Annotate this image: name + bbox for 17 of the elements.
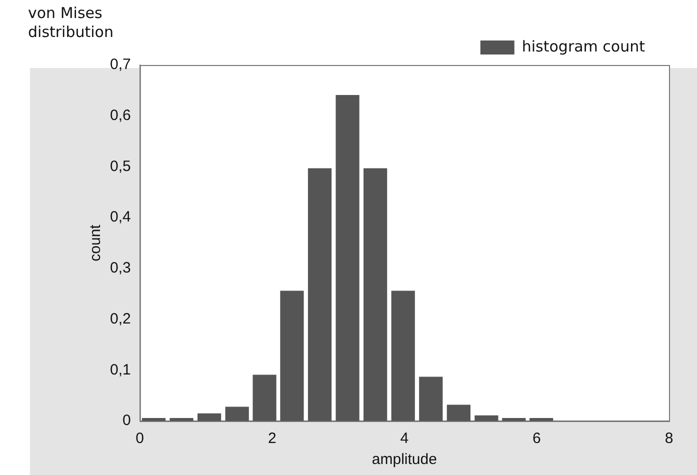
x-tick-label: 4: [400, 430, 409, 448]
x-tick-label: 2: [268, 430, 276, 448]
x-tick-label: 8: [664, 430, 674, 448]
y-tick-label: 0,4: [110, 208, 131, 226]
legend-label: histogram count: [522, 37, 646, 56]
x-tick-label: 6: [532, 430, 541, 448]
y-axis-title: count: [87, 224, 104, 262]
y-tick-label: 0,3: [110, 260, 131, 277]
y-tick-label: 0,1: [110, 361, 131, 378]
x-tick-label: 0: [136, 430, 144, 448]
y-tick-label: 0,7: [110, 56, 131, 74]
x-axis-title: amplitude: [372, 451, 437, 468]
y-tick-label: 0,2: [110, 310, 131, 328]
y-tick-label: 0,5: [110, 158, 131, 175]
y-tick-label: 0,6: [110, 107, 131, 124]
chart-title: von Mises distribution: [28, 4, 114, 42]
y-tick-label: 0: [122, 412, 131, 430]
